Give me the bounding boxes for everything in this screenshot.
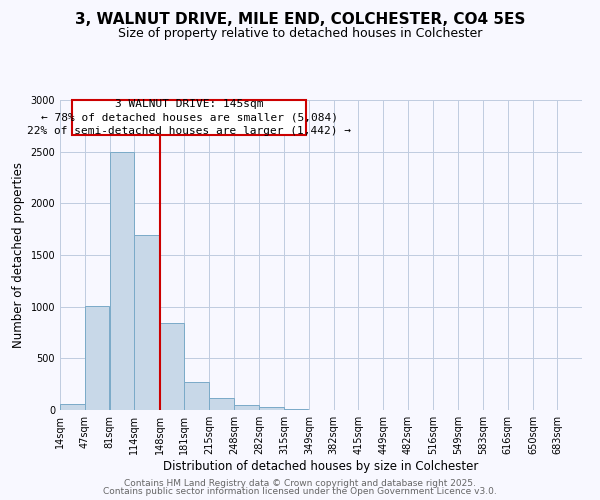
Bar: [110, 152, 134, 410]
Text: Size of property relative to detached houses in Colchester: Size of property relative to detached ho…: [118, 28, 482, 40]
Bar: [160, 323, 184, 410]
Bar: [60, 404, 85, 410]
Text: Contains public sector information licensed under the Open Government Licence v3: Contains public sector information licen…: [103, 487, 497, 496]
Bar: [184, 382, 209, 410]
Bar: [209, 398, 234, 410]
Y-axis label: Number of detached properties: Number of detached properties: [12, 162, 25, 348]
Bar: [259, 407, 284, 410]
Bar: [85, 306, 109, 410]
Bar: [234, 405, 259, 410]
FancyBboxPatch shape: [72, 100, 306, 135]
Text: 3 WALNUT DRIVE: 145sqm
← 78% of detached houses are smaller (5,084)
22% of semi-: 3 WALNUT DRIVE: 145sqm ← 78% of detached…: [27, 100, 351, 136]
Text: Contains HM Land Registry data © Crown copyright and database right 2025.: Contains HM Land Registry data © Crown c…: [124, 478, 476, 488]
Text: 3, WALNUT DRIVE, MILE END, COLCHESTER, CO4 5ES: 3, WALNUT DRIVE, MILE END, COLCHESTER, C…: [75, 12, 525, 28]
X-axis label: Distribution of detached houses by size in Colchester: Distribution of detached houses by size …: [163, 460, 479, 473]
Bar: [134, 236, 159, 410]
